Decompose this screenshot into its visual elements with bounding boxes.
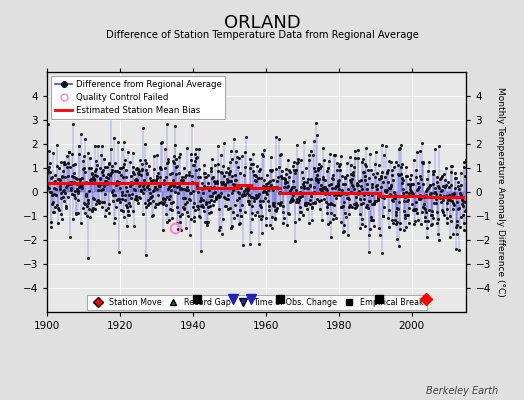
Text: ORLAND: ORLAND	[224, 14, 300, 32]
Text: Berkeley Earth: Berkeley Earth	[425, 386, 498, 396]
Y-axis label: Monthly Temperature Anomaly Difference (°C): Monthly Temperature Anomaly Difference (…	[496, 87, 505, 297]
Legend: Station Move, Record Gap, Time of Obs. Change, Empirical Break: Station Move, Record Gap, Time of Obs. C…	[87, 295, 427, 310]
Text: Difference of Station Temperature Data from Regional Average: Difference of Station Temperature Data f…	[105, 30, 419, 40]
